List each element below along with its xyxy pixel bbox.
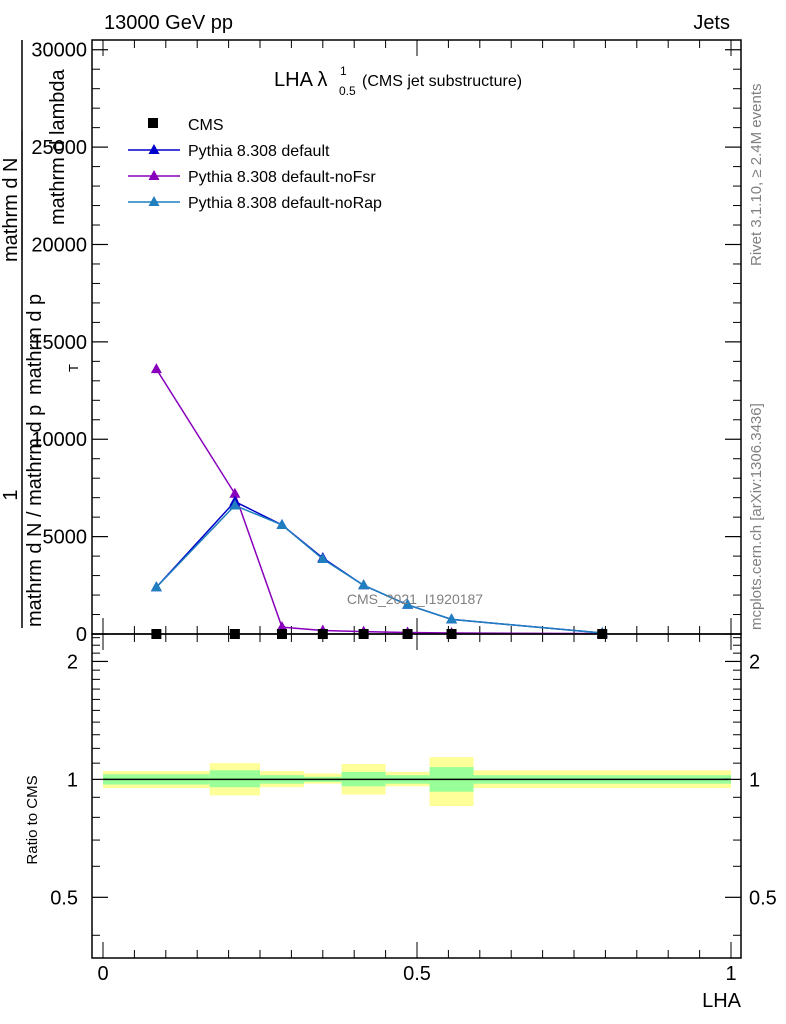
legend-label: Pythia 8.308 default-noRap xyxy=(188,195,382,212)
series-line-pythia-8-308-default xyxy=(155,500,603,634)
x-axis-label: LHA xyxy=(702,990,742,1012)
data-point-pythia-8-308-default-norap xyxy=(276,518,288,529)
ratio-y-axis: 0.5 0.5 1 1 2 2 xyxy=(50,637,777,936)
ratio-y-tick-label-right: 2 xyxy=(749,651,760,673)
plot-title: LHA λ 1 0.5 (CMS jet substructure) xyxy=(274,64,522,98)
plot-title-suffix: (CMS jet substructure) xyxy=(362,73,522,90)
mcplots-label: mcplots.cern.ch [arXiv:1306.3436] xyxy=(748,403,765,630)
ratio-y-tick-label-right: 1 xyxy=(749,769,760,791)
ratio-y-tick-label: 1 xyxy=(67,769,78,791)
x-tick-label: 1 xyxy=(725,963,736,985)
y-tick-label: 15000 xyxy=(31,332,87,354)
legend-marker xyxy=(148,144,160,154)
legend-label: Pythia 8.308 default xyxy=(188,143,330,160)
ylabel-inner-numerator: mathrm d N xyxy=(0,158,22,262)
ratio-ylabel: Ratio to CMS xyxy=(24,775,41,864)
data-point-pythia-8-308-default-norap xyxy=(317,553,329,564)
ratio-x-axis: 0 0.5 1 xyxy=(97,634,737,985)
rivet-version-label: Rivet 3.1.10, ≥ 2.4M events xyxy=(748,84,765,267)
data-point-pythia-8-308-default-norap xyxy=(229,499,241,510)
main-y-axis: 0 5000 10000 15000 20000 25000 30000 xyxy=(31,40,741,646)
ylabel-subscript: T xyxy=(66,364,81,372)
x-tick-label: 0.5 xyxy=(403,963,431,985)
legend-marker xyxy=(148,170,160,180)
ratio-y-tick-label: 0.5 xyxy=(50,887,78,909)
data-point-pythia-8-308-default-norap xyxy=(446,613,458,624)
ratio-panel-frame xyxy=(91,633,742,959)
ratio-panel: 0.5 0.51 12 2 0 0.5 1 xyxy=(50,633,777,985)
data-point-pythia-8-308-default-nofsr xyxy=(229,487,241,498)
legend-marker xyxy=(148,196,160,206)
y-tick-label: 10000 xyxy=(31,429,87,451)
legend-label: Pythia 8.308 default-noFsr xyxy=(188,169,376,186)
main-panel: 0 5000 10000 15000 20000 25000 30000 xyxy=(31,39,742,646)
x-tick-label: 0 xyxy=(97,963,108,985)
ylabel-dlambda: mathrm d lambda xyxy=(47,69,69,225)
ratio-bands xyxy=(103,757,731,807)
y-tick-label: 0 xyxy=(76,624,87,646)
y-tick-label: 25000 xyxy=(31,137,87,159)
legend: CMS Pythia 8.308 default Pythia 8.308 defa… xyxy=(128,117,382,212)
data-point-pythia-8-308-default-nofsr xyxy=(150,363,162,374)
ratio-y-tick-label-right: 0.5 xyxy=(749,887,777,909)
ylabel-inner-dp: mathrm d p xyxy=(24,294,46,395)
analysis-watermark: CMS_2021_I1920187 xyxy=(347,591,483,607)
plot-title-sub: 0.5 xyxy=(339,84,356,98)
series-line-pythia-8-308-default-nofsr xyxy=(155,368,603,635)
ylabel-denominator: mathrm d N / mathrm d p xyxy=(24,405,46,627)
data-point-pythia-8-308-default-norap xyxy=(358,579,370,590)
ratio-y-tick-label: 2 xyxy=(67,651,78,673)
data-point-pythia-8-308-default-norap xyxy=(150,581,162,592)
ylabel-numerator: 1 xyxy=(0,489,22,500)
legend-marker-cms xyxy=(148,118,158,128)
y-tick-label: 5000 xyxy=(43,527,88,549)
legend-label: CMS xyxy=(188,117,224,134)
plot-title-sup: 1 xyxy=(340,64,347,78)
data-point-pythia-8-308-default-norap xyxy=(402,598,414,609)
header-process-label: Jets xyxy=(693,12,730,34)
plot-title-main: LHA λ xyxy=(274,69,327,91)
y-tick-label: 30000 xyxy=(31,40,87,62)
y-tick-label: 20000 xyxy=(31,234,87,256)
data-point-pythia-8-308-default-nofsr xyxy=(276,621,288,632)
header-energy-label: 13000 GeV pp xyxy=(104,12,233,34)
main-ylabel: 1 mathrm d N / mathrm d p mathrm d N mat… xyxy=(0,40,81,628)
series-line-pythia-8-308-default-norap xyxy=(155,504,603,634)
